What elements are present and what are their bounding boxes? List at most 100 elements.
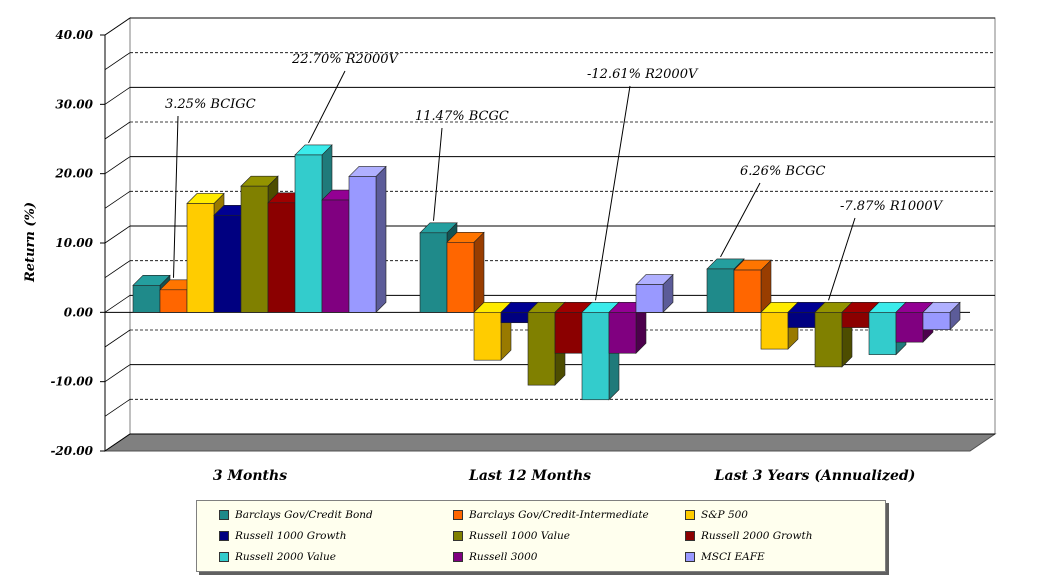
annotation-label: 11.47% BCGC [415,109,509,124]
gridline-side [104,17,131,36]
annotation: -7.87% R1000V [828,199,944,301]
bar-front [608,312,637,354]
category-label: 3 Months [213,468,287,484]
legend-item: Russell 2000 Growth [685,528,812,544]
legend-item: Russell 3000 [453,549,537,565]
annotation: 3.25% BCIGC [165,97,256,278]
legend-label: Russell 2000 Growth [701,530,813,542]
bar-front [733,269,762,313]
legend-item: Russell 2000 Value [219,549,336,565]
gridline-side [104,433,131,452]
annotation-leader [595,85,631,301]
bar-side [473,231,485,314]
y-tick-label: 30.00 [55,97,93,111]
annotation: 6.26% BCGC [720,164,826,258]
legend-swatch [453,531,463,541]
legend-label: Russell 2000 Value [235,551,336,563]
bar-front [760,312,789,350]
y-tick-label: 40.00 [55,28,93,42]
annotation-leader [720,182,761,258]
legend-item: Barclays Gov/Credit Bond [219,507,373,523]
annotation-label: 3.25% BCIGC [165,97,256,112]
bar-front [446,242,475,313]
annotation-label: -12.61% R2000V [587,67,699,82]
gridline-side [104,329,131,348]
y-tick-label: -10.00 [50,375,93,389]
legend-swatch [685,510,695,520]
legend-swatch [219,531,229,541]
legend-swatch [685,531,695,541]
bar-side [375,165,387,314]
bar-front [554,312,583,354]
annotations: 3.25% BCIGC 22.70% R2000V 11.47% BCGC -12.6… [165,52,944,301]
gridline-side [104,191,131,209]
gridline-side [104,364,131,382]
bar-front [500,312,529,324]
bar-front [814,312,843,368]
bar-front [294,154,323,313]
bar [446,231,485,314]
annotation: 22.70% R2000V [291,52,400,144]
legend-item: MSCI EAFE [685,549,765,565]
bar-front [895,312,924,343]
gridline-side [104,52,131,70]
legend-label: Russell 1000 Growth [235,530,347,542]
legend: Barclays Gov/Credit Bond Barclays Gov/Cre… [196,500,886,572]
gridline-side [104,156,131,174]
gridline-side [104,87,131,105]
bar [895,301,934,343]
bar-front [841,312,870,328]
legend-label: Russell 3000 [469,551,538,563]
bar [348,165,387,314]
bar-front [922,312,951,330]
bar-front [787,312,816,328]
legend-item: Russell 1000 Growth [219,528,346,544]
annotation-label: 6.26% BCGC [740,164,826,179]
legend-swatch [453,510,463,520]
x-axis: 3 Months Last 12 Months Last 3 Years (Annu… [213,468,915,484]
bar-front [213,214,242,313]
bar-front [419,232,448,313]
y-tick-label: 0.00 [64,305,94,319]
bar-front [240,185,269,313]
gridline-side [104,260,131,278]
bar [922,301,961,331]
bar-front [868,312,897,355]
bar-front [186,203,215,313]
legend-label: Barclays Gov/Credit Bond [235,509,373,521]
bar-front [635,284,664,313]
bar-front [706,268,735,313]
bars [132,144,961,401]
annotation-label: -7.87% R1000V [840,199,944,214]
bar-front [159,289,188,313]
bar-front [132,284,161,313]
annotation-leader [433,127,443,221]
y-tick-label: -20.00 [50,444,93,458]
bar-front [348,176,377,313]
bar-front [527,312,556,386]
gridline-side [104,121,131,140]
annotation-leader [828,217,856,301]
category-label: Last 3 Years (Annualized) [714,468,916,484]
annotation: -12.61% R2000V [587,67,699,301]
annotation-leader [308,70,346,144]
bar [635,273,674,314]
bar-front [473,312,502,361]
y-axis-label: Return (%) [23,202,38,283]
legend-swatch [219,552,229,562]
legend-swatch [219,510,229,520]
bar [814,301,853,368]
bar-front [581,312,610,401]
legend-label: Russell 1000 Value [469,530,570,542]
floor [103,433,997,452]
legend-item: Barclays Gov/Credit-Intermediate [453,507,649,523]
legend-label: Barclays Gov/Credit-Intermediate [469,509,649,521]
y-tick-label: 20.00 [54,167,93,181]
chart: 40.00 30.00 20.00 10.00 0.00 -10.00 -20.00 3 M… [23,17,997,484]
bar-front [267,202,296,313]
annotation-leader [173,115,179,278]
bar [841,301,880,329]
legend-label: MSCI EAFE [701,551,765,563]
bar-front [321,199,350,313]
gridline-side [104,295,131,313]
